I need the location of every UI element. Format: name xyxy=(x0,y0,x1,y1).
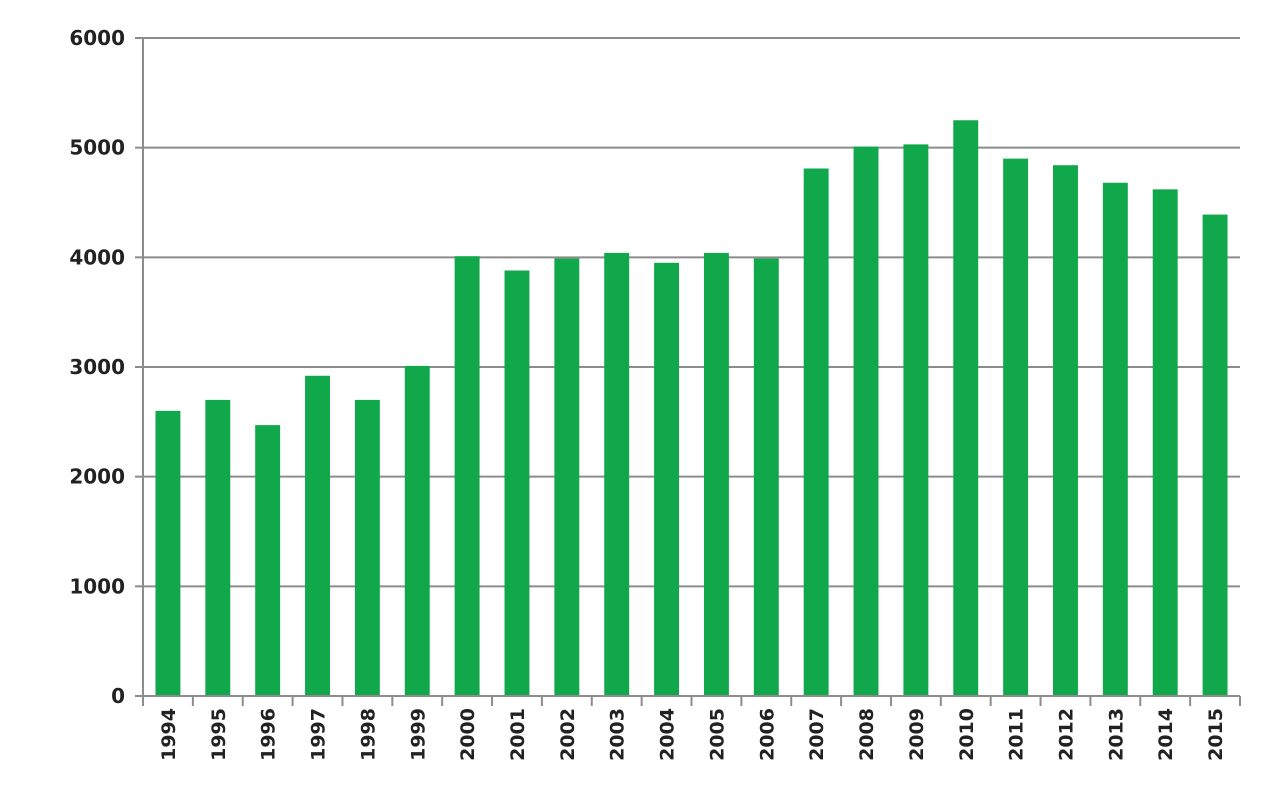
bar-2005 xyxy=(703,252,729,697)
bar-2007 xyxy=(803,168,829,697)
bar-2011 xyxy=(1003,158,1029,697)
y-tick-label: 5000 xyxy=(69,136,125,160)
x-tick-labels: 1994 1995 1996 1997 1998 1999 2000 2001 2002 2003… xyxy=(158,708,1227,761)
bar-1996 xyxy=(255,425,281,696)
y-tick-labels: 0 1000 2000 3000 4000 5000 6000 xyxy=(69,26,125,708)
y-tick-label: 0 xyxy=(111,684,125,708)
bar-1999 xyxy=(404,365,430,696)
y-tick-label: 3000 xyxy=(69,355,125,379)
x-tick-label: 2002 xyxy=(557,708,579,761)
x-tick-label: 2001 xyxy=(507,708,529,761)
x-tick-label: 2000 xyxy=(457,708,479,761)
bar-2002 xyxy=(554,258,580,696)
bar-2008 xyxy=(853,146,879,696)
x-tick-label: 1997 xyxy=(308,708,330,761)
bar-2012 xyxy=(1053,165,1078,697)
bar-2014 xyxy=(1152,189,1178,696)
bar-1995 xyxy=(205,399,231,696)
y-tick-label: 2000 xyxy=(69,465,125,489)
y-tick-label: 4000 xyxy=(69,245,125,269)
x-tick-label: 1995 xyxy=(208,708,230,761)
x-tick-label: 2012 xyxy=(1055,708,1077,761)
x-tick-label: 2003 xyxy=(607,708,629,761)
axes xyxy=(135,37,1241,706)
x-tick-label: 2010 xyxy=(956,708,978,761)
x-tick-label: 2008 xyxy=(856,708,878,761)
x-tick-label: 2006 xyxy=(756,708,778,761)
x-tick-label: 1998 xyxy=(357,708,379,761)
x-tick-label: 1994 xyxy=(158,708,180,761)
x-tick-label: 2007 xyxy=(806,708,828,761)
x-tick-label: 2011 xyxy=(1006,708,1028,761)
y-tick-label: 6000 xyxy=(69,26,125,50)
x-tick-label: 2015 xyxy=(1205,708,1227,761)
x-tick-label: 2014 xyxy=(1155,708,1177,761)
bars xyxy=(155,120,1228,697)
bar-2003 xyxy=(604,252,630,697)
bar-2010 xyxy=(953,120,979,696)
x-tick-label: 2005 xyxy=(706,708,728,761)
bar-2000 xyxy=(454,256,480,696)
bar-1997 xyxy=(305,375,330,696)
x-tick-label: 2013 xyxy=(1105,708,1127,761)
bar-2006 xyxy=(753,258,779,696)
x-tick-label: 2009 xyxy=(906,708,928,761)
y-tick-label: 1000 xyxy=(69,574,125,598)
bar-2013 xyxy=(1102,182,1128,696)
x-tick-label: 1999 xyxy=(407,708,429,761)
bar-2004 xyxy=(654,262,680,696)
bar-2015 xyxy=(1202,214,1228,696)
x-tick-label: 1996 xyxy=(258,708,280,761)
bar-1998 xyxy=(354,399,380,696)
bar-2009 xyxy=(903,144,929,697)
bar-1994 xyxy=(155,410,181,696)
x-tick-label: 2004 xyxy=(657,708,679,761)
bar-2001 xyxy=(504,270,530,696)
